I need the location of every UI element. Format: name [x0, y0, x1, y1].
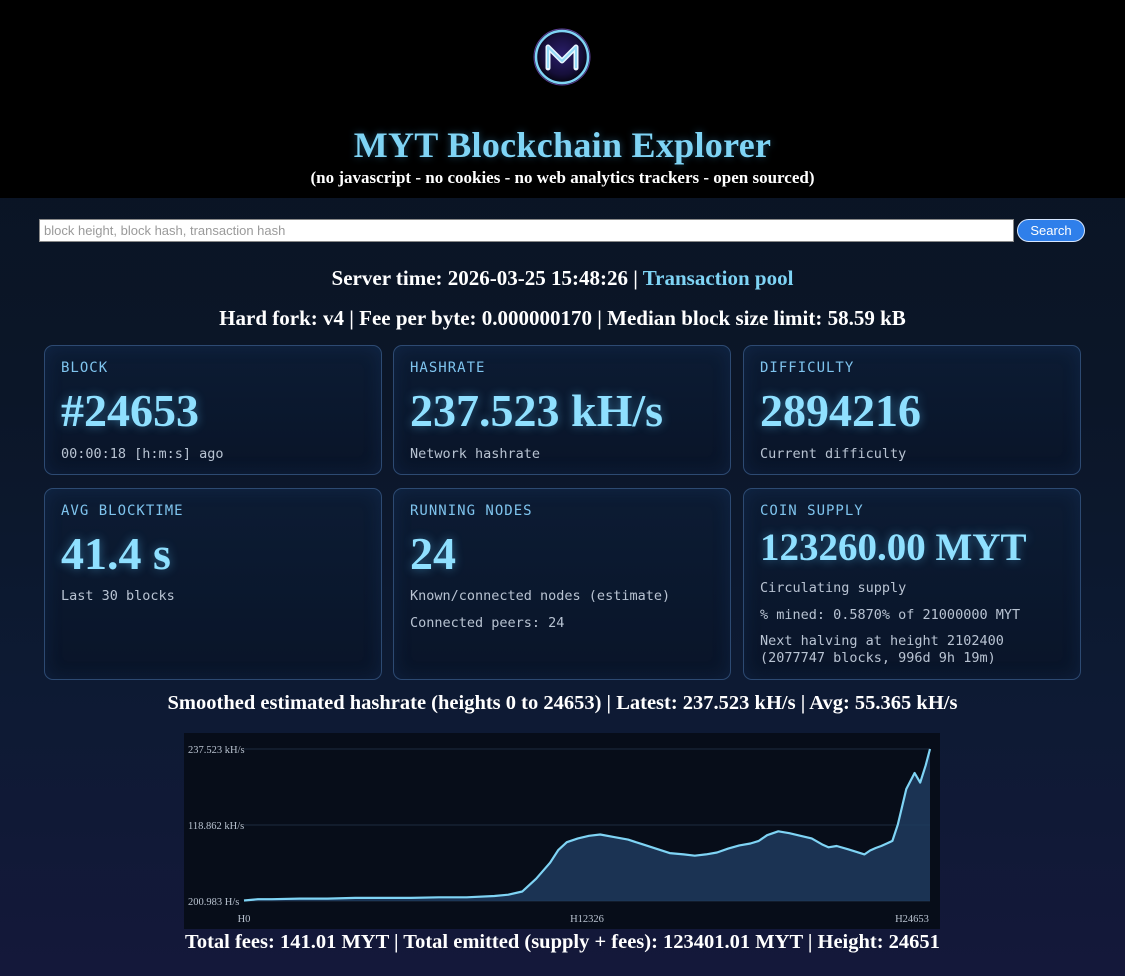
blocktime-card: AVG BLOCKTIME 41.4 s Last 30 blocks	[44, 488, 382, 680]
x-tick-label: H12326	[570, 914, 604, 925]
hashrate-card: HASHRATE 237.523 kH/s Network hashrate	[393, 345, 731, 475]
header-bar: MYT Blockchain Explorer (no javascript -…	[0, 0, 1125, 198]
block-label: BLOCK	[61, 360, 109, 376]
site-title: MYT Blockchain Explorer	[353, 125, 772, 165]
block-card: BLOCK #24653 00:00:18 [h:m:s] ago	[44, 345, 382, 475]
nodes-value: 24	[410, 528, 456, 579]
nodes-card: RUNNING NODES 24 Known/connected nodes (…	[393, 488, 731, 680]
blocktime-label: AVG BLOCKTIME	[61, 503, 184, 519]
difficulty-label: DIFFICULTY	[760, 360, 855, 376]
y-tick-label: 118.862 kH/s	[188, 821, 244, 832]
hashrate-chart: 237.523 kH/s 118.862 kH/s 200.983 H/s H0 H1…	[184, 733, 940, 929]
hashrate-line	[243, 748, 932, 902]
hashrate-value: 237.523 kH/s	[410, 385, 664, 436]
nodes-label: RUNNING NODES	[410, 503, 533, 519]
chart-title: Smoothed estimated hashrate (heights 0 t…	[167, 692, 958, 714]
supply-value: 123260.00 MYT	[760, 526, 1027, 569]
blocktime-value: 41.4 s	[61, 528, 171, 579]
nodes-sub: Known/connected nodes (estimate)	[410, 588, 671, 604]
totals-footer: Total fees: 141.01 MYT | Total emitted (…	[185, 931, 940, 953]
halving-eta: (2077747 blocks, 996d 9h 19m)	[760, 650, 996, 666]
block-age: 00:00:18 [h:m:s] ago	[61, 446, 224, 462]
search-input[interactable]	[39, 219, 1014, 242]
supply-label: COIN SUPPLY	[760, 503, 864, 519]
y-tick-label: 237.523 kH/s	[188, 745, 245, 756]
search-button[interactable]: Search	[1017, 219, 1085, 242]
x-tick-label: H24653	[895, 914, 929, 925]
network-info: Hard fork: v4 | Fee per byte: 0.00000017…	[219, 306, 906, 330]
percent-mined: % mined: 0.5870% of 21000000 MYT	[760, 607, 1021, 623]
hashrate-label: HASHRATE	[410, 360, 486, 376]
supply-card: COIN SUPPLY 123260.00 MYT Circulating su…	[743, 488, 1081, 680]
x-tick-label: H0	[238, 914, 251, 925]
y-tick-label: 200.983 H/s	[188, 897, 239, 908]
myt-logo-icon[interactable]	[533, 28, 591, 86]
difficulty-card: DIFFICULTY 2894216 Current difficulty	[743, 345, 1081, 475]
next-halving: Next halving at height 2102400	[760, 633, 1004, 649]
difficulty-value: 2894216	[760, 385, 921, 436]
supply-sub: Circulating supply	[760, 580, 907, 596]
hashrate-sub: Network hashrate	[410, 446, 541, 462]
transaction-pool-link[interactable]: Transaction pool	[642, 266, 794, 290]
hashrate-area	[244, 749, 930, 901]
blocktime-sub: Last 30 blocks	[61, 588, 175, 604]
server-time-line: Server time: 2026-03-25 15:48:26 | Trans…	[0, 266, 1125, 291]
server-time: Server time: 2026-03-25 15:48:26 |	[331, 266, 643, 290]
block-value: #24653	[61, 385, 199, 436]
difficulty-sub: Current difficulty	[760, 446, 907, 462]
connected-peers: Connected peers: 24	[410, 615, 565, 631]
site-subtitle: (no javascript - no cookies - no web ana…	[310, 168, 815, 187]
